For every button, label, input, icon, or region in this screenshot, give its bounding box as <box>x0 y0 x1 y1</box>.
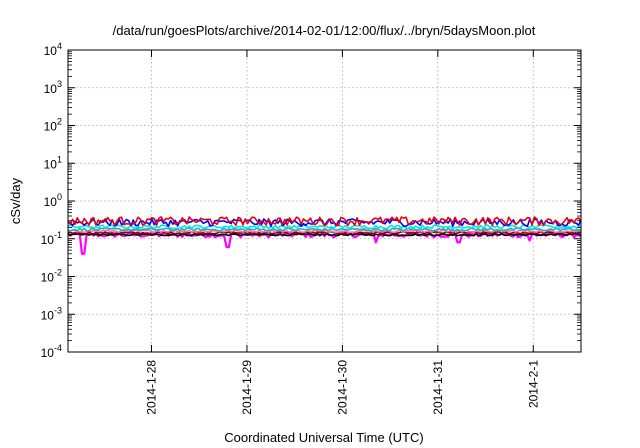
x-axis-label: Coordinated Universal Time (UTC) <box>224 430 423 445</box>
x-tick-label: 2014-1-31 <box>431 360 445 415</box>
y-tick-label: 102 <box>44 117 62 134</box>
y-tick-label: 10-2 <box>41 268 62 285</box>
y-axis: 10-4 10-3 10-2 10-1 100 101 102 103 104 <box>41 41 581 360</box>
series-line-4 <box>67 227 582 232</box>
grid <box>68 50 581 352</box>
x-tick-label: 2014-1-28 <box>145 360 159 415</box>
y-tick-label: 101 <box>44 154 62 171</box>
y-tick-label: 10-4 <box>41 343 62 360</box>
chart-title: /data/run/goesPlots/archive/2014-02-01/1… <box>113 23 536 38</box>
y-tick-label: 103 <box>44 79 62 96</box>
y-tick-label: 10-1 <box>41 230 62 247</box>
series-line-1 <box>67 233 582 237</box>
x-axis: 2014-1-28 2014-1-29 2014-1-30 2014-1-31 2014… <box>145 50 540 415</box>
y-tick-label: 100 <box>44 192 62 209</box>
x-tick-label: 2014-1-29 <box>240 360 254 415</box>
series-group <box>67 216 582 255</box>
y-tick-label: 10-3 <box>41 305 62 322</box>
y-tick-label: 104 <box>44 41 62 58</box>
y-axis-label: cSv/day <box>8 177 23 224</box>
x-tick-label: 2014-1-30 <box>335 360 349 415</box>
x-tick-label: 2014-2-1 <box>526 360 540 408</box>
series-line-7 <box>67 216 582 227</box>
